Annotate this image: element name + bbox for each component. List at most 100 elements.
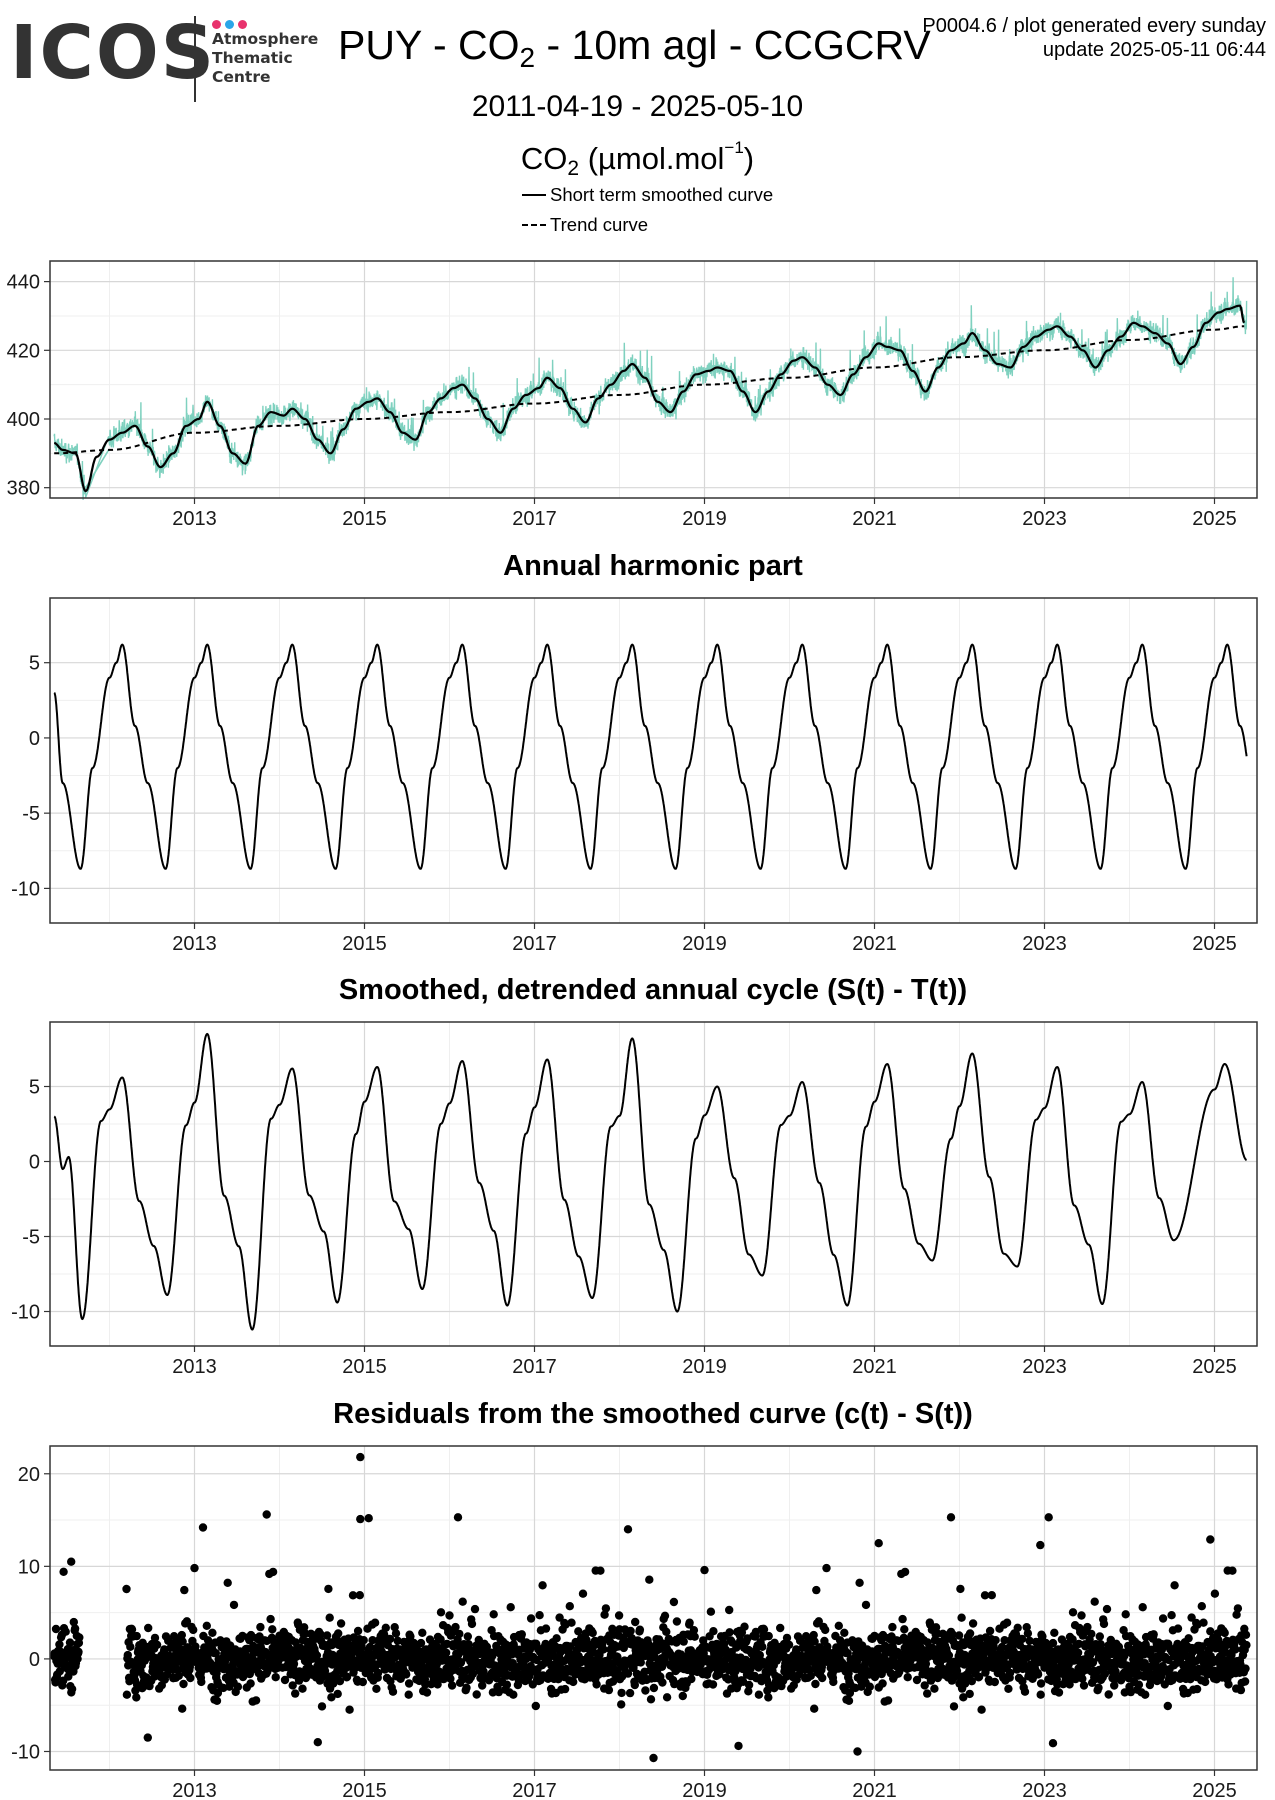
detrended-curve [53,1032,1247,1331]
residual-point [855,1578,864,1588]
icos-logo: ICOS [10,10,217,96]
residual-outlier [1206,1535,1215,1544]
residual-point [669,1597,679,1607]
y-tick-label: 380 [7,478,40,500]
meta-generation: P0004.6 / plot generated every sunday [922,15,1266,37]
residual-point [368,1636,377,1645]
residual-point [358,1677,367,1687]
harmonic-curve [53,643,1248,870]
residual-point [944,1651,954,1660]
residual-point [920,1681,929,1690]
residual-point [197,1677,206,1687]
residual-point [725,1605,734,1615]
residual-point [571,1670,580,1679]
residual-point [65,1638,75,1647]
residual-point [1013,1623,1022,1633]
residual-point [1158,1614,1168,1623]
residual-point [1065,1680,1074,1689]
legend-label: Short term smoothed curve [550,184,774,205]
residual-point [132,1631,141,1641]
residual-point [320,1666,330,1676]
x-tick-label: 2025 [1192,1356,1237,1378]
residual-point [1231,1645,1240,1654]
residual-point [567,1618,576,1627]
residual-outlier [198,1523,208,1532]
panel-background [50,1022,1257,1346]
residual-point [1036,1679,1046,1688]
residual-outlier [623,1525,633,1534]
residual-point [212,1696,222,1706]
residual-point [811,1679,820,1689]
x-tick-label: 2013 [172,508,217,530]
y-tick-label: -10 [11,1741,40,1763]
ylabel-unit: (µmol.mol [579,141,725,176]
residual-point [630,1680,639,1690]
residual-point [336,1619,346,1628]
residual-point [1201,1677,1210,1687]
residual-point [385,1634,395,1644]
residual-point [1074,1639,1084,1649]
residual-point [672,1617,682,1626]
residual-point [391,1629,401,1638]
residual-point [298,1684,307,1693]
residual-point [900,1567,910,1577]
residual-point [903,1673,912,1682]
y-tick-label: -10 [11,1302,40,1324]
panel-residuals: -10 0 10 20 2013 2015 2017 2019 2021 2023 2025 Resi… [11,1398,1257,1800]
residual-point [178,1637,187,1646]
residual-outlier [313,1738,322,1747]
panel-background [50,1446,1257,1770]
residual-point [965,1689,974,1699]
residual-point [482,1642,492,1652]
residual-point [930,1684,939,1693]
residual-point [1236,1685,1246,1695]
logo-dot [238,20,247,29]
residual-point [180,1585,189,1595]
residual-point [1004,1684,1013,1694]
residual-outlier [734,1741,743,1751]
residual-point [645,1575,654,1584]
residual-outlier [453,1513,463,1522]
residual-point [70,1624,80,1633]
x-tick-label: 2019 [682,1780,727,1800]
panel-border [49,260,1258,499]
residual-outlier [364,1514,373,1523]
y-tick-label: -10 [11,878,40,900]
residual-point [1033,1670,1043,1679]
residual-point [965,1629,975,1638]
residual-point [883,1696,893,1705]
residual-point [660,1611,670,1621]
residual-outlier [262,1510,271,1519]
residual-point [1088,1658,1098,1667]
logo-dot [212,20,221,29]
residual-point [740,1622,749,1631]
residual-point [1054,1688,1064,1697]
residual-point [706,1607,716,1616]
x-tick-label: 2021 [852,933,897,955]
residual-point [907,1635,917,1645]
residual-point [949,1702,959,1711]
residual-point [1077,1611,1086,1620]
panel-border [49,597,1258,924]
x-tick-label: 2025 [1192,933,1237,955]
y-tick-label: 10 [18,1556,40,1578]
x-tick-label: 2017 [512,1356,557,1378]
residual-point [1114,1642,1124,1652]
residual-point [574,1627,583,1636]
panel-title: Residuals from the smoothed curve (c(t) … [333,1398,973,1430]
x-tick-label: 2015 [342,1780,387,1800]
residual-point [468,1669,478,1679]
residual-point [658,1678,667,1687]
residual-point [1233,1604,1243,1613]
residual-point [126,1642,135,1652]
residual-point [447,1681,457,1690]
y-tick-label: 20 [18,1464,40,1486]
residual-point [912,1675,922,1685]
x-tick-label: 2023 [1022,933,1067,955]
residual-point [1053,1680,1062,1689]
residual-point [687,1674,696,1684]
residual-point [462,1683,471,1692]
y-tick-label: 440 [7,272,40,294]
residual-point [280,1675,290,1685]
residual-point [700,1565,709,1575]
